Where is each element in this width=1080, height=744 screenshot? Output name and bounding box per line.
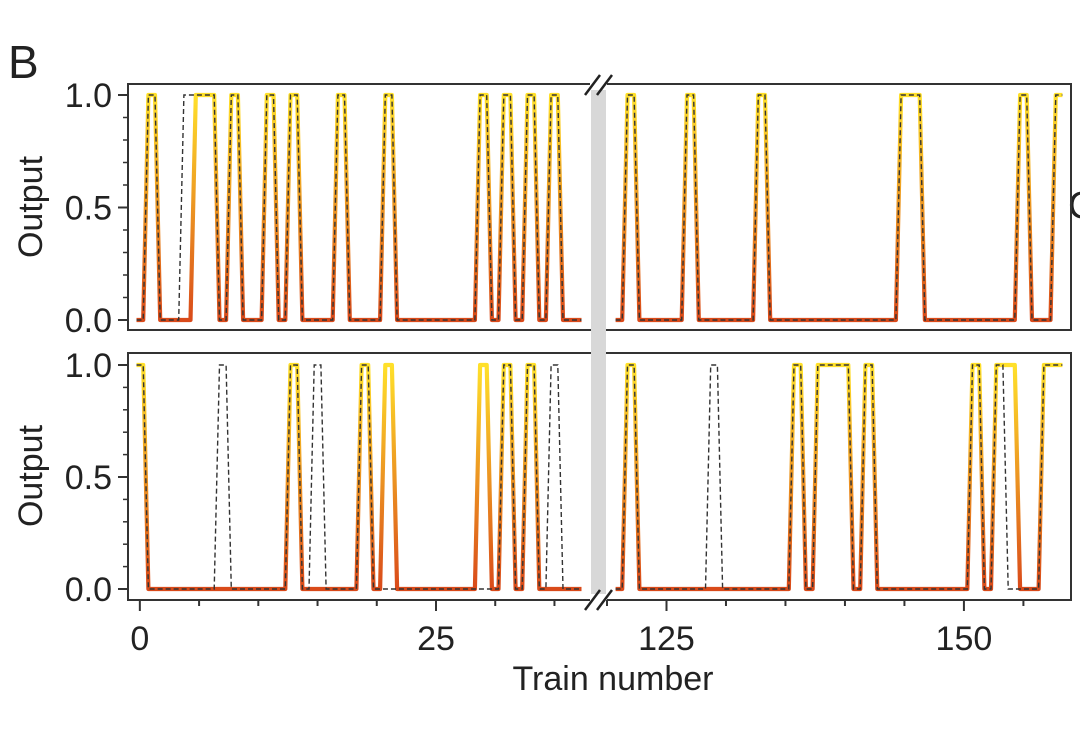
y-tick-label: 0.0 <box>65 571 112 609</box>
adjacent-panel-label: C <box>1068 185 1080 227</box>
bottom-y-axis-label: Output <box>12 424 50 527</box>
reference-output-line <box>615 94 1063 321</box>
axis-break-slash-bottom-2 <box>596 589 613 611</box>
bottom-panel: 0.0 0.5 1.0 Output <box>12 347 1072 609</box>
y-tick-label: 0.5 <box>65 190 112 228</box>
x-axis: 0 25 125 150 <box>130 600 1025 658</box>
axis-break-band <box>591 84 606 600</box>
bottom-traces <box>136 362 1063 592</box>
x-tick-label: 0 <box>130 620 149 658</box>
axis-break-slash-bottom-1 <box>584 589 601 611</box>
y-tick-label: 1.0 <box>65 77 112 115</box>
y-tick-label: 0.5 <box>65 459 112 497</box>
top-panel: 0.0 0.5 1.0 Output <box>12 77 1072 340</box>
panel-label: B <box>8 36 39 88</box>
x-tick-label: 150 <box>936 620 993 658</box>
y-tick-label: 0.0 <box>65 302 112 340</box>
axis-break-slash-top-2 <box>596 74 613 96</box>
x-axis-label: Train number <box>513 660 714 698</box>
trained-output-line <box>136 92 582 323</box>
trained-output-line <box>615 362 1063 592</box>
top-y-axis-label: Output <box>12 155 50 258</box>
reference-output-line <box>615 364 1063 590</box>
x-tick-label: 125 <box>638 620 695 658</box>
x-tick-label: 25 <box>417 620 455 658</box>
axis-break-marks <box>584 74 613 611</box>
top-traces <box>136 92 1063 323</box>
top-y-axis: 0.0 0.5 1.0 <box>65 77 128 340</box>
bottom-y-axis: 0.0 0.5 1.0 <box>65 347 128 609</box>
trained-output-line <box>136 362 582 592</box>
y-tick-label: 1.0 <box>65 347 112 385</box>
reference-output-line <box>136 94 582 321</box>
axis-break-slash-top-1 <box>584 74 601 96</box>
